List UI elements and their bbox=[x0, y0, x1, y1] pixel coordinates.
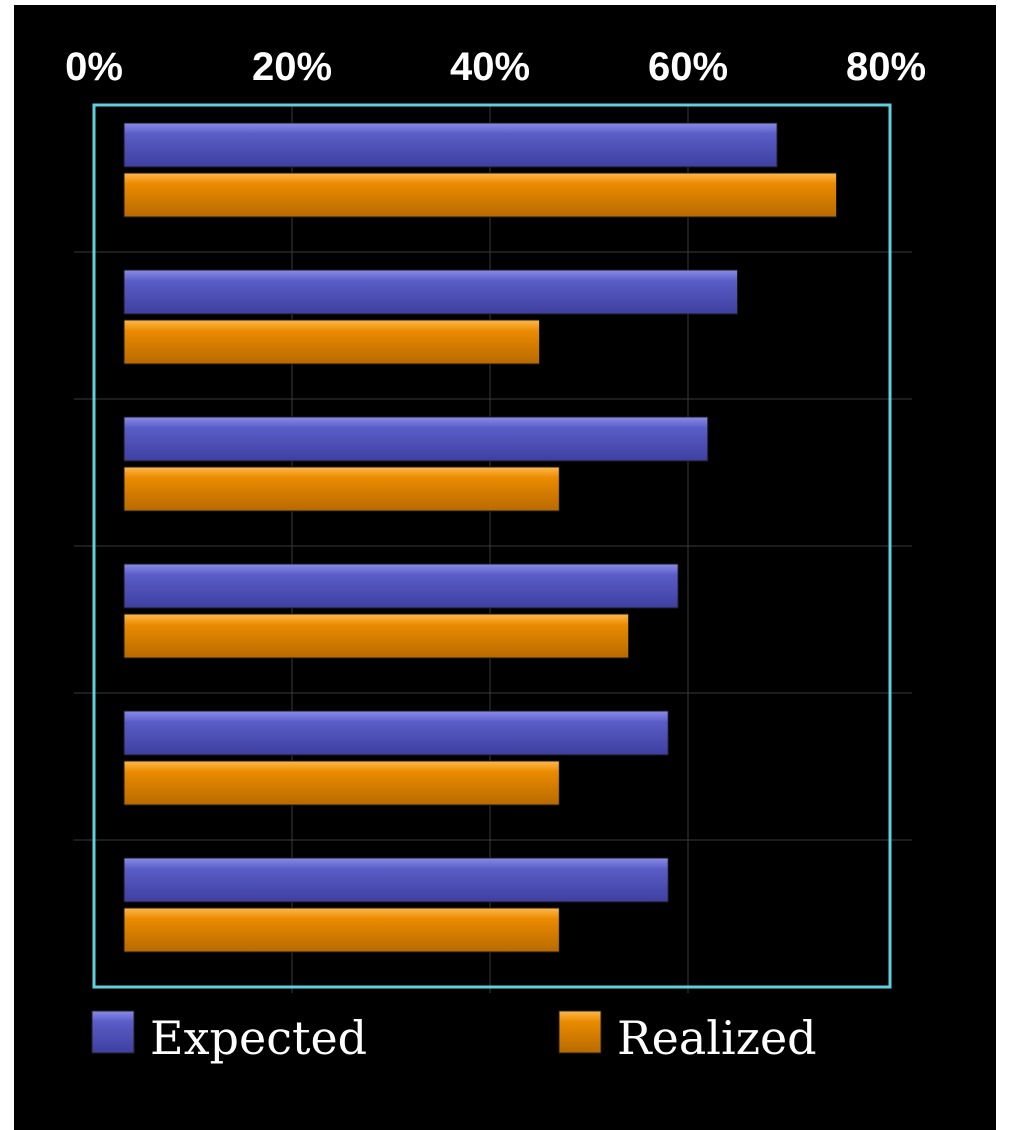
plot-frame bbox=[92, 103, 892, 989]
x-tick-label: 40% bbox=[450, 45, 530, 89]
bar-expected bbox=[123, 563, 679, 609]
legend-label-realized: Realized bbox=[617, 1011, 817, 1065]
x-tick-label: 0% bbox=[65, 45, 123, 89]
bar-realized bbox=[123, 907, 560, 953]
legend-label-expected: Expected bbox=[150, 1011, 367, 1065]
x-tick-label: 80% bbox=[846, 45, 926, 89]
bar-realized bbox=[123, 466, 560, 512]
bar-chart: 0% 20% 40% 60% 80% Expected Realized bbox=[65, 45, 926, 1065]
x-tick-label: 20% bbox=[252, 45, 332, 89]
bar-expected bbox=[123, 857, 669, 903]
chart-area: 0% 20% 40% 60% 80% Expected Realized bbox=[14, 5, 996, 1130]
bar-realized bbox=[123, 172, 837, 218]
bar-expected bbox=[123, 269, 738, 315]
bar-realized bbox=[123, 319, 540, 365]
bar-realized bbox=[123, 760, 560, 806]
bar-expected bbox=[123, 122, 778, 168]
bar-expected bbox=[123, 416, 709, 462]
bar-realized bbox=[123, 613, 630, 659]
legend-swatch-expected bbox=[91, 1010, 135, 1054]
bar-expected bbox=[123, 710, 669, 756]
legend-swatch-realized bbox=[558, 1010, 602, 1054]
x-tick-label: 60% bbox=[648, 45, 728, 89]
